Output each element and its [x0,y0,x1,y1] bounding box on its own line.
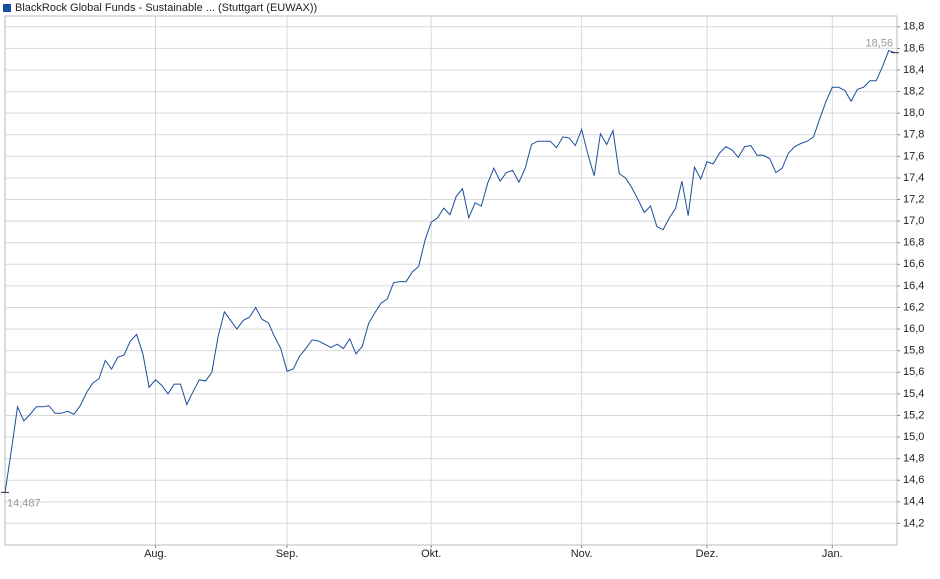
y-tick-label: 17,2 [903,193,924,205]
y-tick-label: 16,8 [903,237,924,249]
y-tick-label: 14,8 [903,453,924,465]
y-tick-label: 17,8 [903,129,924,141]
legend-label: BlackRock Global Funds - Sustainable ...… [15,2,317,14]
y-tick-label: 17,4 [903,172,924,184]
y-tick-label: 16,4 [903,280,924,292]
value-label: 18,56 [865,38,893,50]
y-tick-label: 18,0 [903,107,924,119]
x-tick-label: Dez. [696,548,719,560]
x-tick-label: Nov. [571,548,593,560]
y-tick-label: 18,6 [903,42,924,54]
y-tick-label: 15,0 [903,431,924,443]
y-tick-label: 17,0 [903,215,924,227]
x-tick-label: Jan. [822,548,843,560]
x-tick-label: Okt. [421,548,441,560]
value-label: 14,487 [7,497,41,509]
y-tick-label: 15,2 [903,409,924,421]
plot-area [4,15,898,546]
y-tick-label: 15,4 [903,388,924,400]
y-tick-label: 16,2 [903,301,924,313]
y-tick-label: 18,8 [903,21,924,33]
x-tick-label: Aug. [144,548,167,560]
y-tick-label: 14,2 [903,517,924,529]
price-line [4,49,896,493]
y-tick-label: 17,6 [903,150,924,162]
y-tick-label: 14,4 [903,496,924,508]
y-tick-label: 16,6 [903,258,924,270]
y-tick-label: 15,6 [903,366,924,378]
y-tick-label: 16,0 [903,323,924,335]
y-tick-label: 18,4 [903,64,924,76]
y-tick-label: 18,2 [903,85,924,97]
y-tick-label: 14,6 [903,474,924,486]
x-tick-label: Sep. [276,548,299,560]
y-tick-label: 15,8 [903,345,924,357]
legend-swatch [3,4,11,12]
